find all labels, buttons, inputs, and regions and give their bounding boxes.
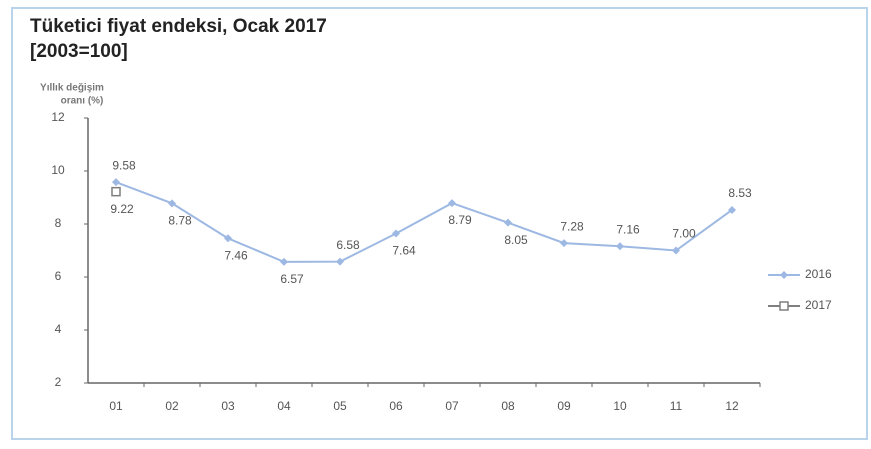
marker: [616, 242, 624, 251]
marker: [448, 199, 456, 208]
chart-subtitle: [2003=100]: [30, 41, 128, 62]
legend-label: 2016: [805, 267, 832, 281]
frame: [11, 7, 868, 440]
y-tick-label: 12: [51, 110, 65, 124]
data-label: 7.28: [560, 219, 584, 233]
data-label: 7.16: [616, 222, 640, 236]
marker: [224, 234, 232, 243]
marker: [168, 199, 176, 208]
marker: [392, 229, 400, 238]
x-tick-label: 08: [501, 399, 515, 413]
data-label: 8.79: [448, 213, 472, 227]
y-axis-title: oranı (%): [61, 96, 104, 107]
marker: [780, 271, 788, 279]
marker: [779, 301, 789, 311]
x-tick-label: 05: [333, 399, 347, 413]
y-tick-label: 10: [51, 163, 65, 177]
data-label: 7.64: [392, 244, 416, 258]
y-axis-title: Yıllık değişim: [40, 83, 104, 94]
data-label: 6.57: [280, 272, 304, 286]
y-tick-label: 8: [55, 216, 62, 230]
x-tick-label: 07: [445, 399, 459, 413]
x-tick-label: 01: [109, 399, 123, 413]
x-tick-label: 04: [277, 399, 291, 413]
marker: [728, 205, 736, 214]
x-tick-label: 10: [613, 399, 627, 413]
marker: [111, 186, 121, 197]
data-label: 7.00: [672, 227, 696, 241]
y-tick-label: 6: [55, 269, 62, 283]
marker: [560, 239, 568, 248]
chart-title: Tüketici fiyat endeksi, Ocak 2017: [30, 16, 327, 37]
data-label: 9.58: [112, 158, 136, 172]
series-line: [115, 181, 733, 263]
legend-label: 2017: [805, 298, 832, 312]
data-label: 6.58: [336, 238, 360, 252]
marker: [280, 257, 288, 266]
x-tick-label: 03: [221, 399, 235, 413]
marker: [112, 178, 120, 187]
x-tick-label: 11: [670, 399, 683, 413]
marker: [672, 246, 680, 255]
data-label: 7.46: [224, 248, 248, 262]
marker: [336, 257, 344, 266]
y-tick-label: 4: [55, 322, 62, 336]
marker: [504, 218, 512, 227]
data-label: 8.05: [504, 233, 528, 247]
x-tick-label: 02: [165, 399, 179, 413]
y-tick-label: 2: [55, 375, 62, 389]
x-tick-label: 09: [557, 399, 571, 413]
x-tick-label: 12: [725, 399, 739, 413]
data-label: 9.22: [110, 202, 134, 216]
data-label: 8.53: [728, 186, 752, 200]
x-tick-label: 06: [389, 399, 403, 413]
data-label: 8.78: [168, 214, 192, 228]
